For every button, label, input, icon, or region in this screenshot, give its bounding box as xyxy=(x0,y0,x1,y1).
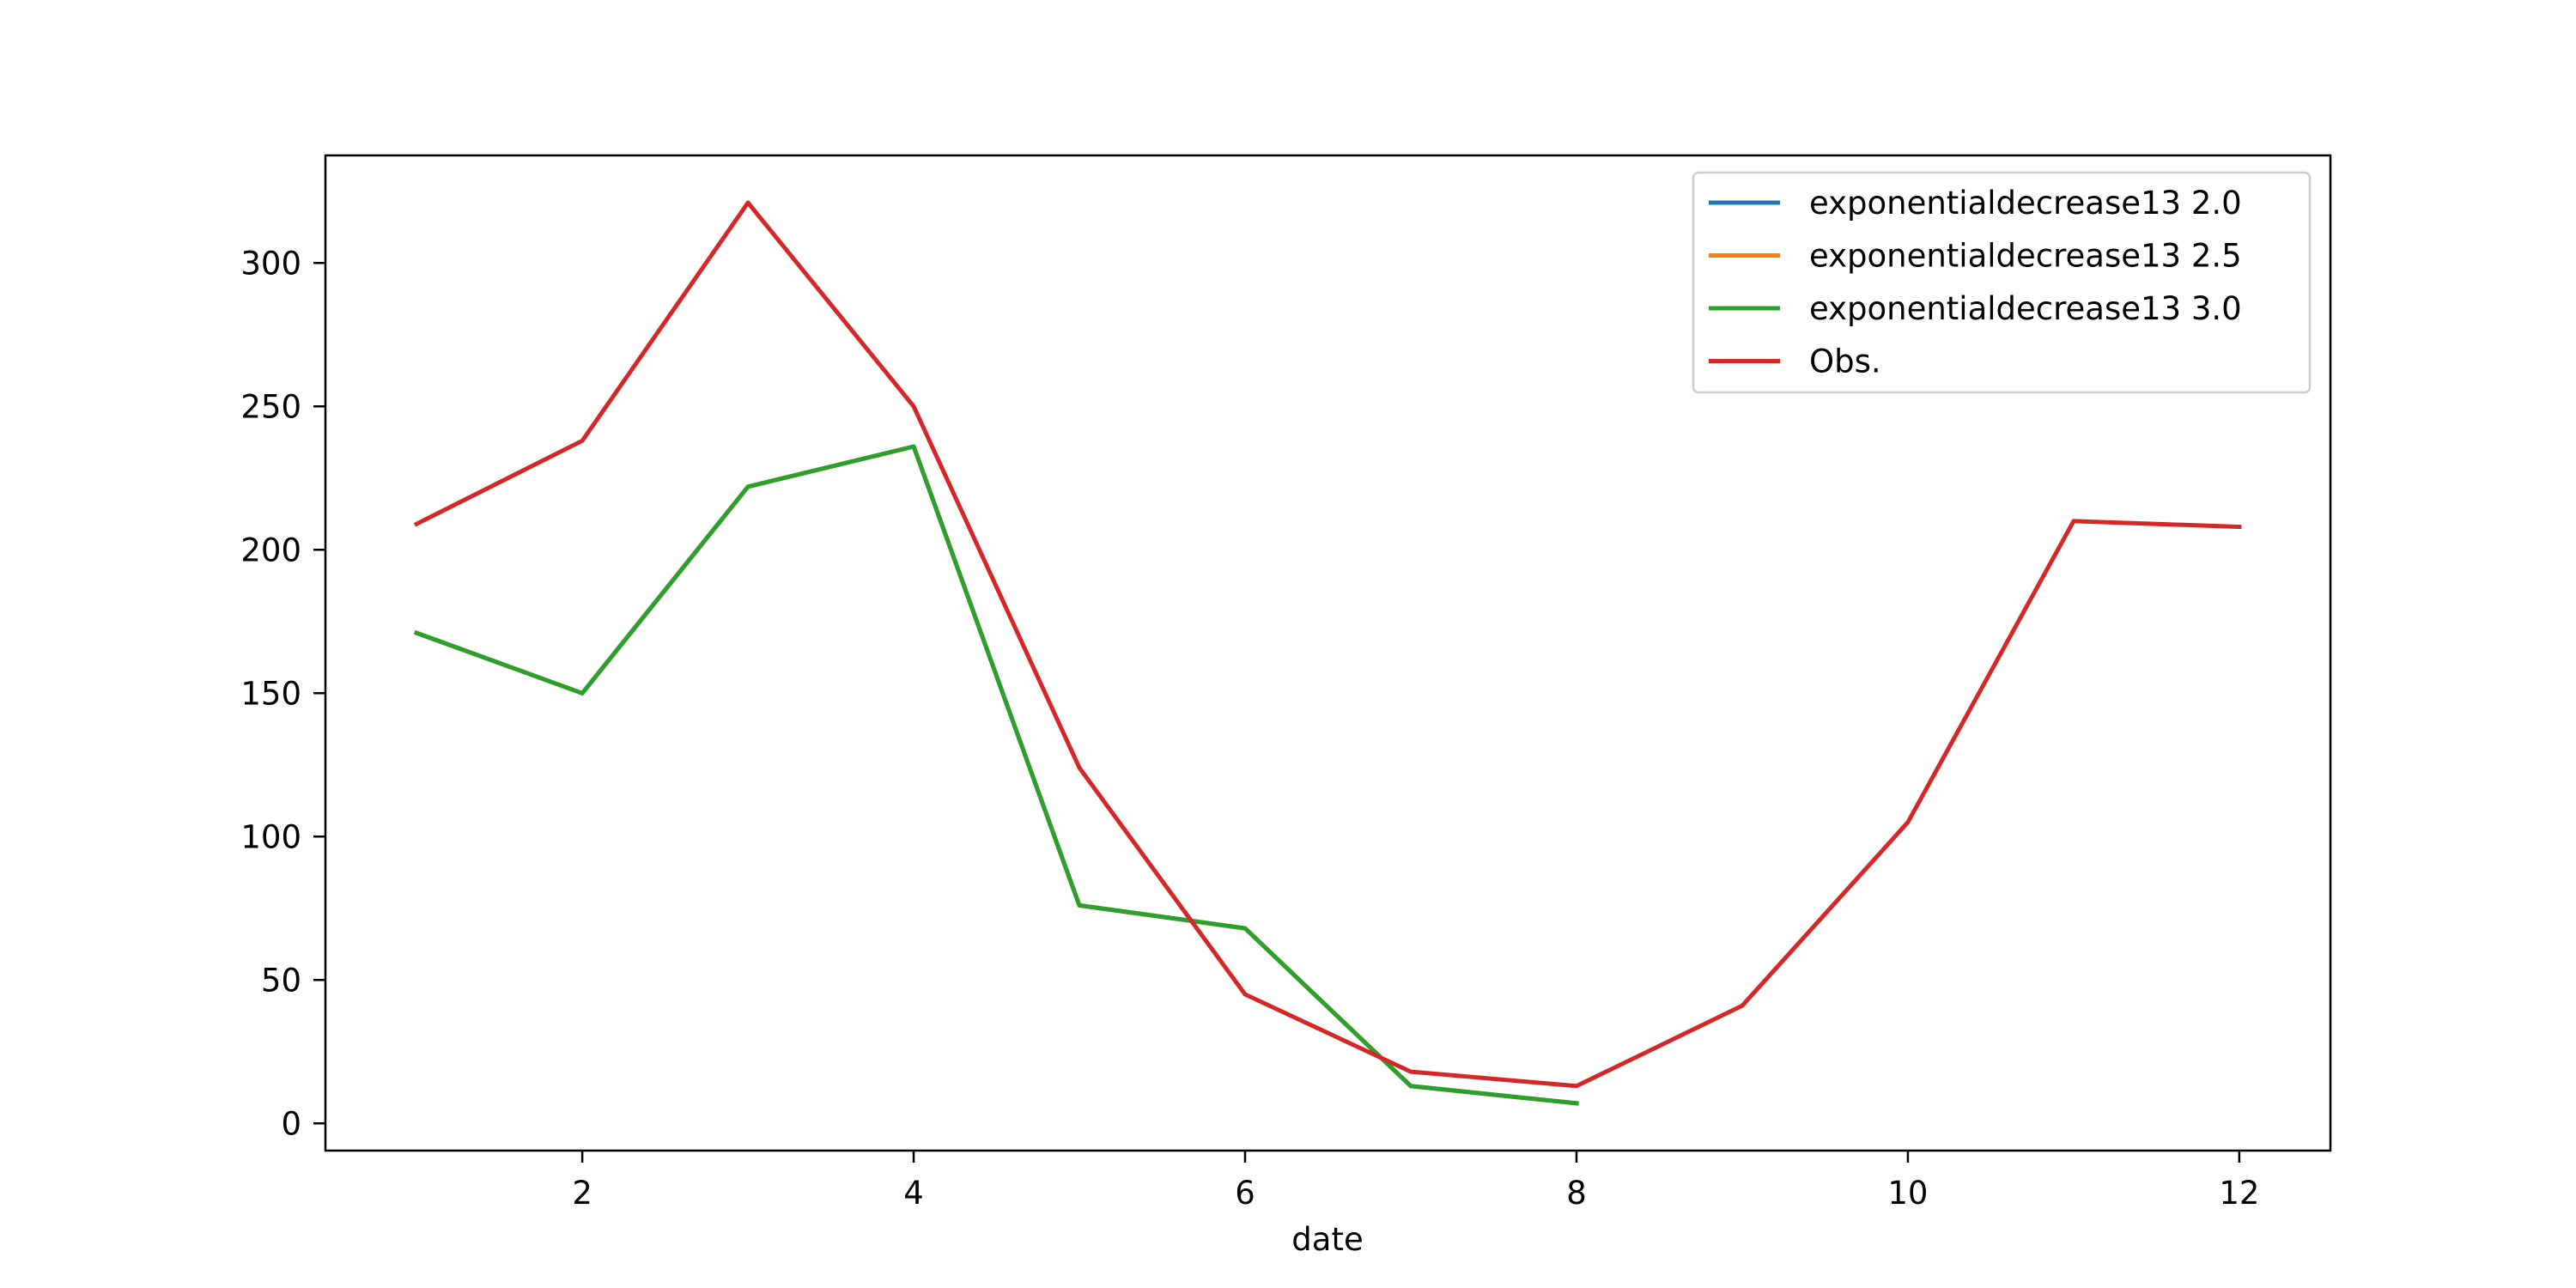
x-tick-label: 4 xyxy=(903,1175,924,1212)
x-axis-ticks: 2 4 6 8 10 12 xyxy=(572,1151,2259,1212)
y-tick-label: 100 xyxy=(240,818,301,855)
legend-label-3: Obs. xyxy=(1809,343,1881,380)
x-tick-label: 10 xyxy=(1887,1175,1928,1212)
x-axis-label: date xyxy=(1291,1221,1363,1258)
series-line-3 xyxy=(413,200,2242,1089)
legend-frame xyxy=(1692,171,2312,394)
y-tick-label: 50 xyxy=(261,962,301,999)
legend-label-2: exponentialdecrease13 3.0 xyxy=(1809,290,2242,327)
y-tick-label: 0 xyxy=(281,1105,301,1142)
y-tick-label: 200 xyxy=(240,532,301,568)
x-tick-label: 2 xyxy=(572,1175,592,1212)
legend-label-0: exponentialdecrease13 2.0 xyxy=(1809,185,2242,222)
y-tick-label: 300 xyxy=(240,245,301,282)
y-tick-label: 150 xyxy=(240,675,301,712)
series-lines xyxy=(413,200,2242,1106)
y-axis-ticks: 0 50 100 150 200 250 300 xyxy=(240,245,325,1142)
plot-frame xyxy=(324,154,2332,1152)
x-tick-label: 12 xyxy=(2219,1175,2259,1212)
x-tick-label: 8 xyxy=(1566,1175,1587,1212)
legend: exponentialdecrease13 2.0 exponentialdecr… xyxy=(1692,171,2312,394)
y-tick-label: 250 xyxy=(240,388,301,425)
x-tick-label: 6 xyxy=(1235,1175,1255,1212)
legend-label-1: exponentialdecrease13 2.5 xyxy=(1809,238,2242,275)
